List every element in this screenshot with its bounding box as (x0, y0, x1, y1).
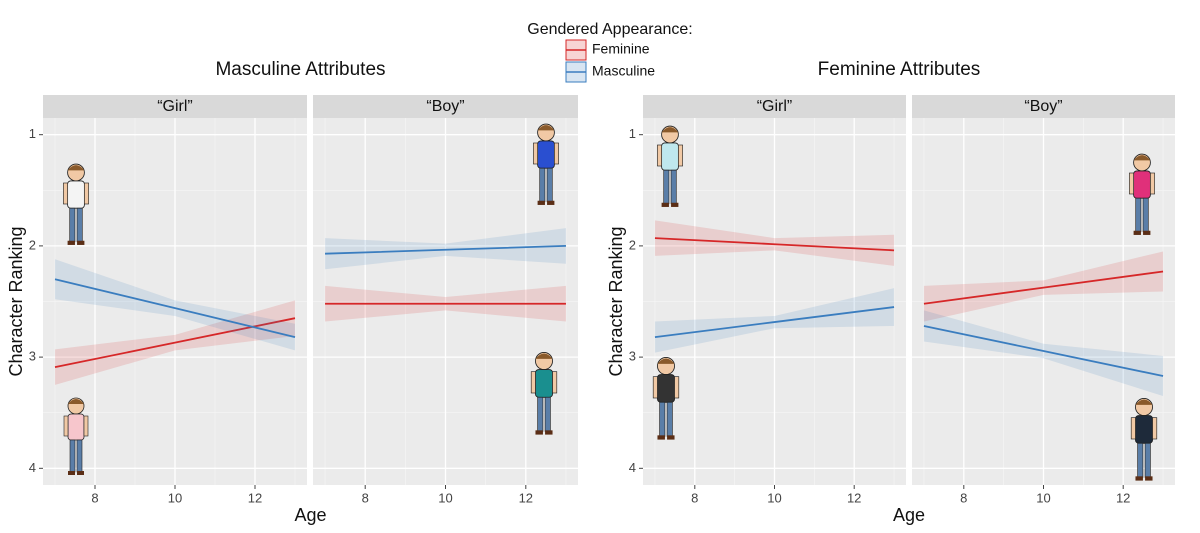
trend-line (654, 237, 895, 252)
x-tick-label: 8 (691, 490, 698, 505)
trend-line (923, 270, 1164, 305)
x-tick-label: 10 (1036, 490, 1050, 505)
confidence-ribbon (55, 259, 295, 351)
legend-label: Feminine (592, 41, 650, 57)
legend-label: Masculine (592, 63, 655, 79)
panel-title: “Boy” (1024, 98, 1062, 115)
y-tick-label: 2 (29, 237, 36, 252)
panel-title: “Girl” (157, 98, 193, 115)
chart-title: Masculine Attributes (215, 59, 385, 80)
x-axis-label: Age (893, 505, 925, 525)
y-axis-label: Character Ranking (6, 226, 26, 376)
y-tick-label: 1 (29, 126, 36, 141)
trend-line (923, 325, 1164, 377)
chart-title: Feminine Attributes (818, 59, 981, 80)
trend-line (54, 317, 296, 368)
trend-line (54, 278, 296, 338)
confidence-ribbon (923, 310, 1164, 397)
y-tick-label: 4 (29, 460, 36, 475)
panel-strip (912, 95, 1175, 118)
x-axis-label: Age (294, 505, 326, 525)
x-tick-label: 10 (438, 490, 452, 505)
panel-strip (313, 95, 578, 118)
x-tick-label: 12 (847, 490, 861, 505)
y-axis-label: Character Ranking (606, 226, 626, 376)
panel-strip (643, 95, 906, 118)
panel-title: “Boy” (426, 98, 464, 115)
confidence-ribbon (325, 228, 566, 270)
x-tick-label: 12 (248, 490, 262, 505)
legend: Feminine Masculine (565, 39, 655, 83)
x-tick-label: 10 (168, 490, 182, 505)
confidence-ribbon (923, 251, 1164, 322)
panel-title: “Girl” (757, 98, 793, 115)
x-tick-label: 8 (362, 490, 369, 505)
x-tick-label: 12 (1116, 490, 1130, 505)
legend-title: Gendered Appearance: (527, 21, 692, 38)
panel-strip (43, 95, 307, 118)
y-tick-label: 3 (629, 349, 636, 364)
x-tick-label: 12 (519, 490, 533, 505)
confidence-ribbon (654, 288, 895, 353)
trend-line (654, 306, 895, 338)
plots: Masculine Attributes Age Character Ranking… (6, 59, 1175, 525)
y-tick-label: 1 (629, 126, 636, 141)
chart: Masculine Attributes Age Character Ranking… (6, 59, 578, 525)
x-tick-label: 8 (91, 490, 98, 505)
y-tick-label: 3 (29, 349, 36, 364)
x-tick-label: 8 (960, 490, 967, 505)
y-tick-label: 2 (629, 237, 636, 252)
confidence-ribbon (654, 220, 895, 266)
trend-line (325, 244, 566, 255)
y-tick-label: 4 (629, 460, 636, 475)
chart: Feminine Attributes Age Character Ranking “… (606, 59, 1175, 525)
x-tick-label: 10 (767, 490, 781, 505)
